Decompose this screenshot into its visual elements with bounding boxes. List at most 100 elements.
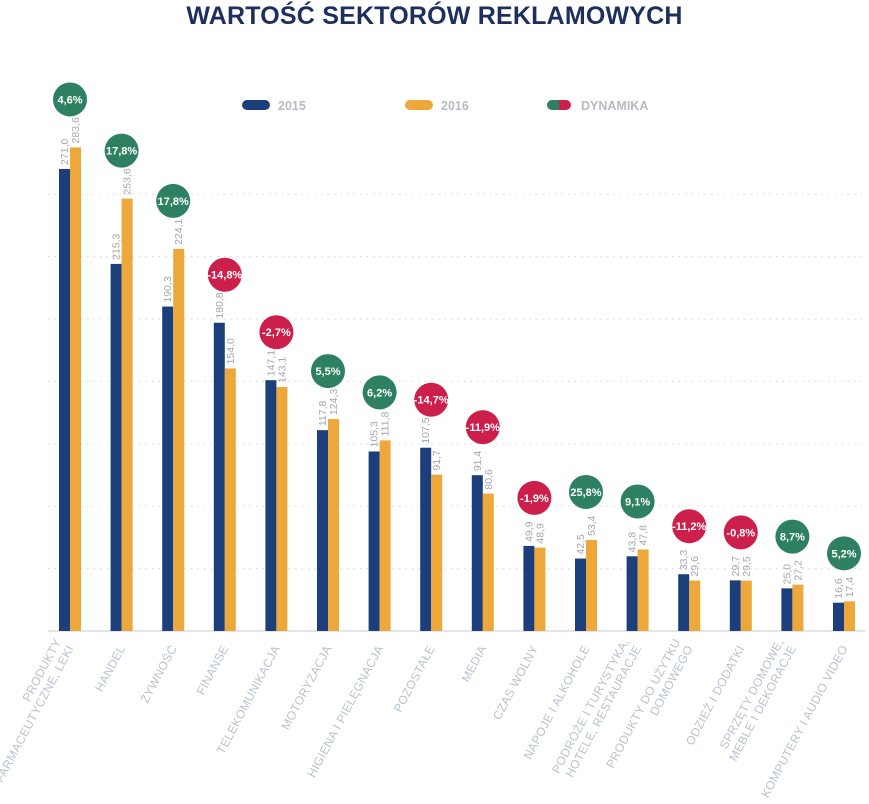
- category-label: MOTORYZACJA: [278, 643, 334, 732]
- data-label-2015: 190,3: [162, 276, 174, 302]
- data-label-2016: 154,0: [225, 338, 237, 364]
- dynamics-label: -2,7%: [262, 327, 291, 339]
- data-label-2015: 42,5: [575, 534, 587, 555]
- bar-2015: [162, 306, 174, 631]
- dynamics-badge: [362, 375, 397, 410]
- data-label-2016: 124,3: [328, 389, 340, 415]
- dynamics-label: 25,8%: [570, 487, 601, 499]
- chart-title: WARTOŚĆ SEKTORÓW REKLAMOWYCH: [186, 2, 683, 30]
- data-label-2016: 224,1: [173, 218, 185, 244]
- legend-swatch-negative: [559, 100, 571, 110]
- dynamics-label: 4,6%: [57, 94, 82, 106]
- bar-2016: [328, 419, 339, 631]
- category-label: ŻYWNOŚĆ: [137, 642, 180, 705]
- bar-2015: [368, 451, 380, 631]
- data-label-2015: 49,9: [523, 521, 535, 542]
- data-label-2016: 29,6: [689, 556, 701, 577]
- category-label: PRODUKTYFARMACEUTYCZNE, LEKI: [0, 636, 77, 785]
- data-label-2015: 43,8: [627, 532, 639, 553]
- legend-label: 2016: [441, 99, 469, 113]
- legend-swatch-2015: [242, 100, 270, 110]
- bar-2016: [689, 580, 701, 631]
- bar-2016: [379, 440, 391, 631]
- bar-2015: [420, 447, 432, 631]
- data-label-2016: 29,5: [741, 556, 753, 577]
- dynamics-label: -11,9%: [466, 422, 500, 434]
- data-label-2016: 53,4: [586, 515, 598, 536]
- bar-2016: [586, 539, 597, 631]
- data-label-2016: 253,6: [122, 168, 134, 194]
- bar-2015: [626, 556, 638, 631]
- bar-2016: [224, 368, 236, 631]
- dynamics-badge: [156, 183, 191, 218]
- category-label: FINANSE: [194, 643, 232, 697]
- dynamics-badge: [414, 382, 449, 417]
- dynamics-label: 5,5%: [315, 366, 340, 378]
- dynamics-badge: [259, 315, 294, 350]
- dynamics-badge: [723, 515, 758, 550]
- bar-2015: [110, 263, 122, 631]
- dynamics-badge: [465, 410, 500, 445]
- legend: 2015 2016 DYNAMIKA: [242, 99, 648, 113]
- dynamics-badge: [207, 257, 242, 292]
- bar-2016: [121, 198, 133, 631]
- data-label-2016: 47,8: [638, 525, 650, 546]
- category-label: HANDEL: [92, 643, 128, 694]
- dynamics-label: -11,2%: [672, 521, 706, 533]
- data-label-2015: 271,0: [59, 139, 71, 165]
- category-label: POZOSTAŁE: [391, 643, 438, 715]
- data-label-2016: 48,9: [534, 523, 546, 544]
- bar-2015: [265, 380, 277, 631]
- data-label-2015: 147,1: [265, 350, 277, 376]
- bar-2016: [431, 474, 443, 631]
- dynamics-label: 8,7%: [780, 532, 805, 544]
- data-label-2016: 143,1: [276, 357, 288, 383]
- x-axis-labels: PRODUKTYFARMACEUTYCZNE, LEKI HANDEL ŻYWNOŚ…: [0, 636, 851, 800]
- dynamics-label: 5,2%: [831, 548, 856, 560]
- dynamics-badge: [311, 354, 345, 389]
- dynamics-badge: [517, 480, 552, 515]
- data-label-2015: 180,8: [214, 292, 226, 318]
- dynamics-badges: 4,6% 17,8% 17,8% -14,8% -2,7% 5,5% 6,2% -14,7% -…: [53, 82, 861, 571]
- category-label: CZAS WOLNY: [490, 643, 541, 722]
- dynamics-label: 6,2%: [367, 387, 392, 399]
- bar-2016: [844, 601, 855, 631]
- bar-2016: [637, 549, 649, 631]
- data-label-2016: 283,6: [70, 117, 82, 143]
- data-label-2015: 91,4: [472, 451, 484, 472]
- data-label-2015: 16,6: [833, 578, 845, 599]
- legend-swatch-positive: [547, 100, 559, 110]
- data-label-2016: 17,4: [844, 577, 856, 598]
- dynamics-badge: [827, 536, 861, 571]
- legend-label: 2015: [278, 99, 306, 113]
- dynamics-label: 17,8%: [158, 196, 189, 208]
- data-label-2015: 25,0: [781, 564, 793, 585]
- bar-2015: [833, 602, 844, 631]
- data-label-2016: 27,2: [792, 560, 804, 581]
- data-label-2015: 107,5: [420, 417, 432, 443]
- bar-2015: [471, 475, 483, 631]
- bar-2016: [792, 584, 804, 631]
- dynamics-label: -14,7%: [414, 395, 449, 407]
- dynamics-badge: [104, 133, 139, 168]
- data-label-2015: 105,3: [369, 421, 381, 447]
- legend-swatch-2016: [405, 100, 433, 110]
- bar-2015: [523, 545, 535, 631]
- bar-2016: [740, 580, 752, 631]
- bar-2016: [276, 387, 288, 631]
- category-label: MEDIA: [459, 643, 490, 684]
- bar-2016: [482, 493, 494, 631]
- dynamics-badge: [672, 509, 707, 544]
- dynamics-badge: [53, 82, 87, 117]
- data-label-2016: 80,6: [483, 469, 495, 490]
- bar-2015: [213, 322, 225, 631]
- dynamics-label: -0,8%: [726, 527, 755, 539]
- bar-2016: [534, 547, 546, 631]
- dynamics-badge: [569, 474, 603, 509]
- data-label-2016: 91,7: [431, 450, 443, 471]
- data-label-2015: 29,7: [730, 556, 742, 577]
- bar-2015: [729, 580, 741, 631]
- bar-2016: [70, 147, 81, 631]
